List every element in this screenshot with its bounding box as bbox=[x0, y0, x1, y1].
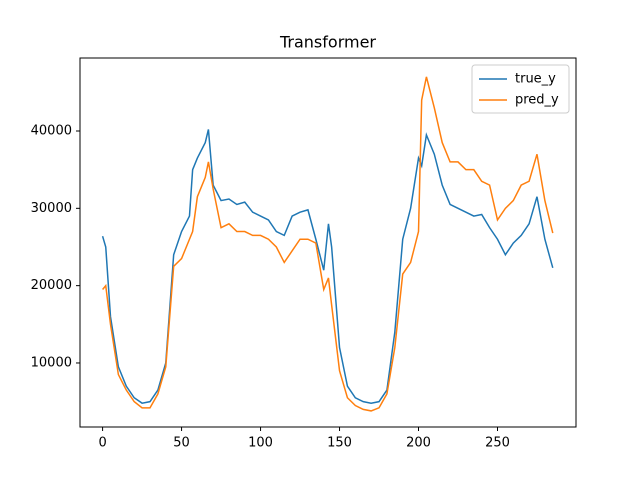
y-tick-label: 40000 bbox=[31, 123, 72, 138]
y-tick-label: 30000 bbox=[31, 201, 72, 216]
legend-label: true_y bbox=[515, 72, 556, 87]
x-tick-label: 200 bbox=[406, 436, 431, 451]
x-tick-label: 50 bbox=[173, 436, 190, 451]
x-tick-label: 0 bbox=[98, 436, 106, 451]
line bbox=[101, 129, 554, 404]
plot-frame bbox=[79, 57, 577, 428]
legend-label: pred_y bbox=[515, 93, 559, 108]
x-tick-label: 150 bbox=[327, 436, 352, 451]
y-tick-label: 10000 bbox=[31, 355, 72, 370]
x-tick-label: 100 bbox=[248, 436, 273, 451]
x-tick-label: 250 bbox=[485, 436, 510, 451]
chart-title: Transformer bbox=[279, 33, 376, 52]
line bbox=[102, 76, 554, 412]
legend-box bbox=[471, 64, 570, 114]
y-tick-label: 20000 bbox=[31, 278, 72, 293]
